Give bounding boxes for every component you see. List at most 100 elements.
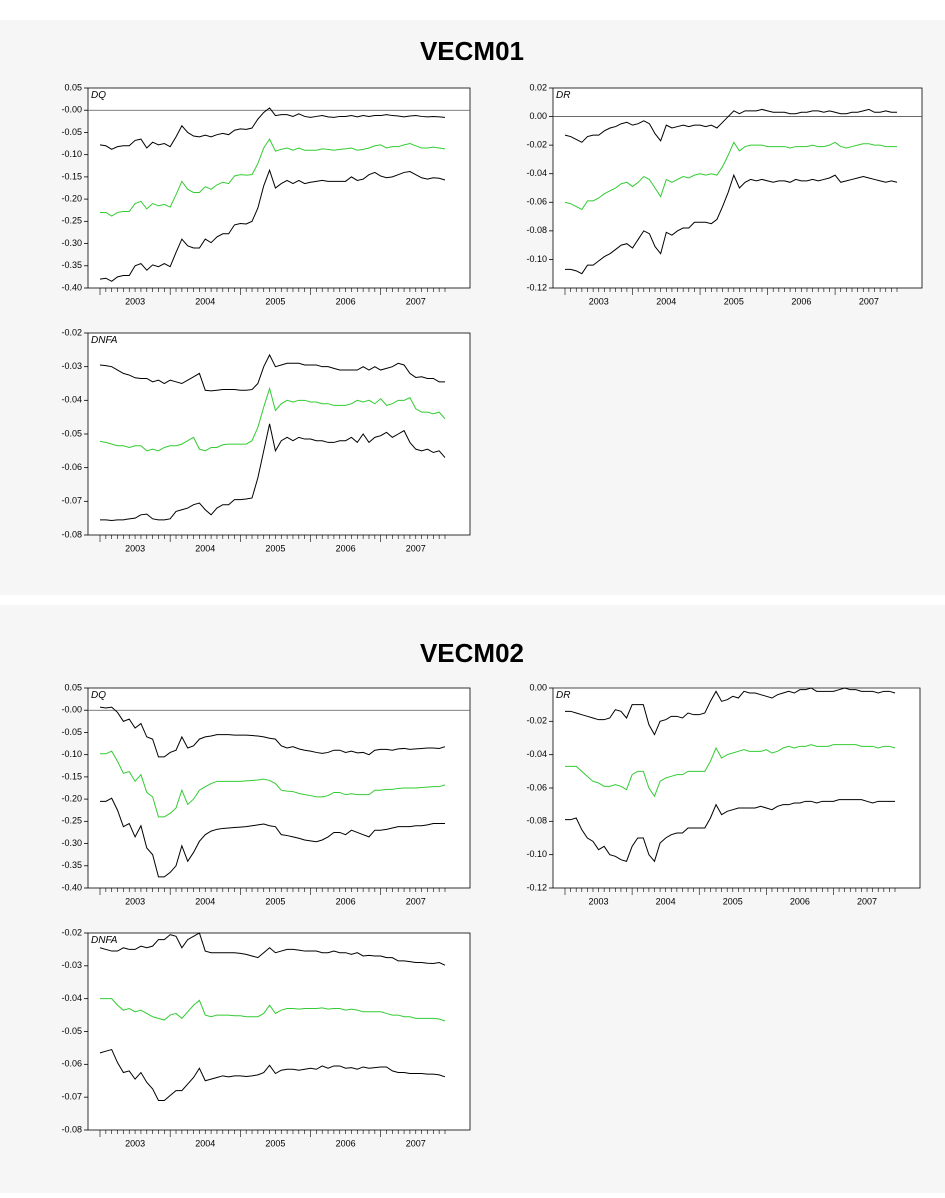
y-tick-label: -0.08 xyxy=(61,529,82,539)
y-tick-label: -0.07 xyxy=(61,496,82,506)
x-tick-label: 2006 xyxy=(336,1138,356,1148)
x-tick-label: 2007 xyxy=(859,296,879,306)
x-tick-label: 2007 xyxy=(406,896,426,906)
x-tick-label: 2007 xyxy=(857,896,877,906)
x-tick-label: 2004 xyxy=(195,896,215,906)
y-tick-label: -0.00 xyxy=(61,705,82,715)
y-tick-label: -0.06 xyxy=(61,462,82,472)
y-tick-label: -0.06 xyxy=(526,782,547,792)
series-line xyxy=(100,138,446,217)
series-line xyxy=(100,998,446,1022)
y-tick-label: -0.12 xyxy=(526,882,547,892)
x-tick-label: 2006 xyxy=(336,296,356,306)
plot-area xyxy=(87,332,471,536)
panel-label: DQ xyxy=(91,690,106,701)
x-tick-label: 2004 xyxy=(195,543,215,553)
plot-area xyxy=(87,87,471,289)
y-tick-label: -0.04 xyxy=(526,749,547,759)
y-tick-label: -0.10 xyxy=(61,149,82,159)
y-tick-label: -0.06 xyxy=(526,197,547,207)
y-tick-label: -0.08 xyxy=(526,816,547,826)
series-line xyxy=(565,687,896,736)
y-tick-label: -0.07 xyxy=(61,1092,82,1102)
x-tick-label: 2005 xyxy=(265,543,285,553)
y-tick-label: -0.02 xyxy=(526,140,547,150)
series-line xyxy=(99,706,446,758)
x-tick-label: 2004 xyxy=(656,896,676,906)
x-tick-label: 2003 xyxy=(589,296,609,306)
y-tick-label: -0.05 xyxy=(61,428,82,438)
y-tick-label: -0.00 xyxy=(61,105,82,115)
series-line xyxy=(99,932,446,966)
y-tick-label: -0.40 xyxy=(61,282,82,292)
x-tick-label: 2007 xyxy=(406,296,426,306)
y-tick-label: -0.02 xyxy=(61,927,82,937)
y-tick-label: -0.20 xyxy=(61,193,82,203)
series-line xyxy=(565,799,895,863)
x-tick-label: 2005 xyxy=(265,896,285,906)
panel-label: DR xyxy=(556,690,570,701)
y-tick-label: -0.02 xyxy=(526,716,547,726)
y-tick-label: -0.10 xyxy=(526,849,547,859)
panel-label: DNFA xyxy=(91,935,118,946)
x-tick-label: 2006 xyxy=(336,543,356,553)
section-title: VECM01 xyxy=(420,36,524,66)
x-tick-label: 2006 xyxy=(336,896,356,906)
x-tick-label: 2003 xyxy=(125,896,145,906)
plot-area xyxy=(552,687,921,889)
series-line xyxy=(99,1048,446,1101)
y-tick-label: -0.25 xyxy=(61,216,82,226)
y-tick-label: -0.04 xyxy=(61,395,82,405)
x-tick-label: 2004 xyxy=(656,296,676,306)
y-tick-label: -0.12 xyxy=(526,282,547,292)
y-tick-label: -0.08 xyxy=(61,1124,82,1134)
y-tick-label: -0.05 xyxy=(61,1026,82,1036)
y-tick-label: -0.04 xyxy=(526,168,547,178)
series-line xyxy=(100,797,445,878)
series-line xyxy=(99,386,446,452)
panel-label: DR xyxy=(556,90,570,101)
y-tick-label: 0.02 xyxy=(529,82,547,92)
x-tick-label: 2007 xyxy=(406,543,426,553)
y-tick-label: -0.10 xyxy=(526,254,547,264)
x-tick-label: 2005 xyxy=(723,896,743,906)
y-tick-label: -0.08 xyxy=(526,225,547,235)
y-tick-label: 0.00 xyxy=(529,111,547,121)
y-tick-label: -0.04 xyxy=(61,993,82,1003)
series-line xyxy=(100,750,446,818)
plot-area xyxy=(87,932,471,1131)
plot-area xyxy=(552,87,923,289)
y-tick-label: -0.15 xyxy=(61,771,82,781)
x-tick-label: 2003 xyxy=(125,296,145,306)
x-tick-label: 2005 xyxy=(265,1138,285,1148)
y-tick-label: -0.35 xyxy=(61,860,82,870)
x-tick-label: 2005 xyxy=(724,296,744,306)
series-line xyxy=(565,173,898,275)
y-tick-label: -0.25 xyxy=(61,816,82,826)
y-tick-label: -0.40 xyxy=(61,882,82,892)
x-tick-label: 2005 xyxy=(265,296,285,306)
y-tick-label: -0.03 xyxy=(61,960,82,970)
x-tick-label: 2007 xyxy=(406,1138,426,1148)
x-tick-label: 2006 xyxy=(790,896,810,906)
x-tick-label: 2004 xyxy=(195,1138,215,1148)
panel-label: DNFA xyxy=(91,335,118,346)
x-tick-label: 2004 xyxy=(195,296,215,306)
y-tick-label: -0.35 xyxy=(61,260,82,270)
series-line xyxy=(99,168,446,282)
series-line xyxy=(99,353,445,392)
y-tick-label: 0.05 xyxy=(64,82,82,92)
series-line xyxy=(564,108,897,143)
y-tick-label: -0.10 xyxy=(61,749,82,759)
section-title: VECM02 xyxy=(420,638,524,668)
y-tick-label: 0.00 xyxy=(529,682,547,692)
x-tick-label: 2003 xyxy=(125,1138,145,1148)
y-tick-label: -0.30 xyxy=(61,238,82,248)
y-tick-label: -0.05 xyxy=(61,727,82,737)
y-tick-label: -0.30 xyxy=(61,838,82,848)
x-tick-label: 2003 xyxy=(589,896,609,906)
series-line xyxy=(564,141,897,211)
x-tick-label: 2006 xyxy=(791,296,811,306)
